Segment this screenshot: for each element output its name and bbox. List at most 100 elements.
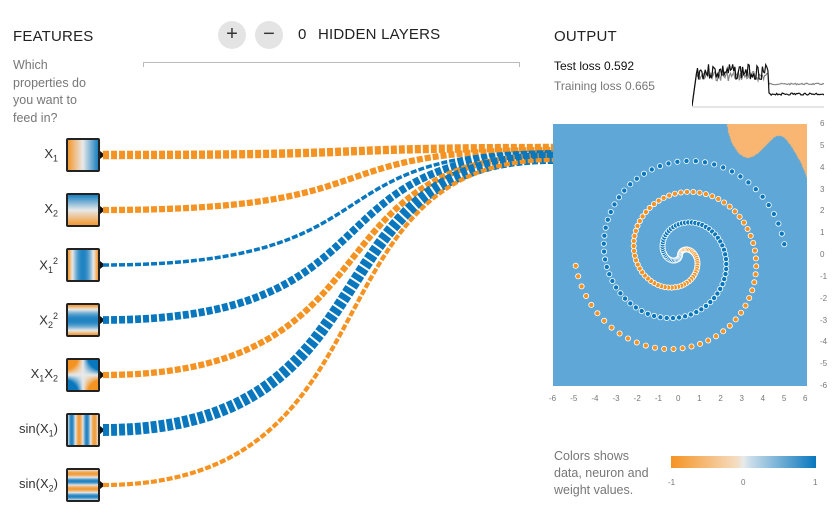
features-title: FEATURES xyxy=(13,28,94,45)
y-tick-label: 4 xyxy=(820,162,825,172)
feature-label-sinx1: sin(X1) xyxy=(0,421,58,439)
legend-line: weight values. xyxy=(554,483,634,497)
output-title: OUTPUT xyxy=(554,28,617,45)
loss-sparkline xyxy=(692,62,824,108)
weight-link-x2sq[interactable] xyxy=(102,150,554,324)
feature-label-sup: 2 xyxy=(52,256,58,266)
weight-link-x1x2[interactable] xyxy=(102,152,554,379)
x-tick-label: 1 xyxy=(697,394,702,403)
feature-label-base: X xyxy=(39,312,48,328)
output-arrow-icon xyxy=(100,316,105,324)
feature-label-sub: 1 xyxy=(48,428,54,439)
y-tick-label: 2 xyxy=(820,206,825,216)
y-tick-label: -3 xyxy=(820,315,828,325)
feature-label-sub: 2 xyxy=(48,483,54,494)
features-question: Which properties do you want to feed in? xyxy=(13,57,86,127)
hidden-layers-label: HIDDEN LAYERS xyxy=(318,26,441,43)
output-heatmap[interactable] xyxy=(553,124,807,386)
weight-link-x1[interactable] xyxy=(102,143,554,160)
weight-link-sinx1[interactable] xyxy=(102,152,554,436)
feature-label-sub: 2 xyxy=(47,319,53,330)
x-tick-label: 4 xyxy=(760,394,766,403)
feature-label-x1sq: X12 xyxy=(0,256,58,275)
feature-label-base: X xyxy=(30,366,40,381)
layer-bracket xyxy=(143,62,520,67)
x-tick-label: 2 xyxy=(718,394,723,403)
training-loss-value: 0.665 xyxy=(624,79,655,93)
y-tick-label: 3 xyxy=(820,184,825,194)
feature-label-tail: ) xyxy=(53,476,58,491)
x-tick-label: -6 xyxy=(549,394,557,403)
color-scale-bar xyxy=(671,456,816,468)
output-arrow-icon xyxy=(100,371,105,379)
feature-toggle-x1sq[interactable] xyxy=(66,248,100,282)
output-arrow-icon xyxy=(100,261,105,269)
x-tick-label: 5 xyxy=(781,394,787,403)
feature-toggle-x1[interactable] xyxy=(66,138,100,172)
training-loss: Training loss 0.665 xyxy=(554,79,655,93)
y-tick-label: -6 xyxy=(820,381,828,390)
feature-label-tail: ) xyxy=(53,421,58,436)
loss-series xyxy=(692,62,824,107)
x-tick-label: 3 xyxy=(739,394,744,403)
y-tick-label: 0 xyxy=(820,250,825,259)
y-tick-label: -5 xyxy=(820,359,828,369)
x-tick-label: -3 xyxy=(612,394,620,403)
x-tick-label: -4 xyxy=(591,394,599,403)
feature-label-sub: 1 xyxy=(52,153,58,164)
add-layer-button[interactable]: + xyxy=(218,21,246,49)
feature-toggle-sinx1[interactable] xyxy=(66,413,100,447)
feature-label-base: sin(X xyxy=(19,421,49,436)
y-tick-label: 1 xyxy=(820,228,825,238)
x-tick-label: -2 xyxy=(633,394,641,403)
weight-link-x1sq[interactable] xyxy=(102,150,554,267)
feature-toggle-x1x2[interactable] xyxy=(66,358,100,392)
feature-label-sinx2: sin(X2) xyxy=(0,476,58,494)
feature-label-x2sq: X22 xyxy=(0,311,58,330)
output-arrow-icon xyxy=(100,426,105,434)
weight-link-x2[interactable] xyxy=(102,146,554,214)
y-tick-label: 5 xyxy=(820,140,825,150)
scale-max: 1 xyxy=(813,478,818,487)
feature-toggle-x2[interactable] xyxy=(66,193,100,227)
x-tick-label: 6 xyxy=(803,394,808,403)
question-line: properties do xyxy=(13,75,86,90)
feature-label-x1x2: X1X2 xyxy=(0,366,58,384)
color-legend-text: Colors shows data, neuron and weight val… xyxy=(554,448,649,499)
loss-series xyxy=(692,69,824,107)
x-tick-label: -5 xyxy=(570,394,578,403)
test-loss-value: 0.592 xyxy=(604,59,635,73)
weight-link-sinx2[interactable] xyxy=(102,157,554,488)
question-line: you want to xyxy=(13,93,77,107)
y-tick-label: 6 xyxy=(820,119,825,128)
x-tick-label: -1 xyxy=(654,394,662,403)
feature-toggle-x2sq[interactable] xyxy=(66,303,100,337)
feature-label-sub2: 2 xyxy=(52,373,58,384)
feature-label-base: sin(X xyxy=(19,476,49,491)
output-arrow-icon xyxy=(100,206,105,214)
feature-label-sub: 2 xyxy=(52,208,58,219)
y-tick-label: -4 xyxy=(820,337,828,347)
feature-label-x1: X1 xyxy=(0,146,58,164)
question-line: Which xyxy=(13,58,48,72)
feature-label-sup: 2 xyxy=(52,311,58,321)
feature-label-base: X xyxy=(44,146,53,161)
question-line: feed in? xyxy=(13,110,58,125)
scale-mid: 0 xyxy=(741,478,746,487)
hidden-layer-count: 0 xyxy=(298,26,307,43)
legend-line: Colors shows xyxy=(554,449,630,463)
feature-toggle-sinx2[interactable] xyxy=(66,468,100,502)
output-arrow-icon xyxy=(100,481,105,489)
feature-label-sub: 1 xyxy=(47,264,53,275)
feature-label-base2: X xyxy=(44,366,53,381)
test-loss-label: Test loss xyxy=(554,59,601,73)
remove-layer-button[interactable]: − xyxy=(255,21,283,49)
y-tick-label: -2 xyxy=(820,293,828,303)
legend-line: data, neuron and xyxy=(554,466,649,480)
feature-label-base: X xyxy=(44,201,53,216)
training-loss-label: Training loss xyxy=(554,79,622,93)
output-arrow-icon xyxy=(100,151,105,159)
feature-label-sub: 1 xyxy=(39,373,45,384)
x-tick-label: 0 xyxy=(676,394,681,403)
test-loss: Test loss 0.592 xyxy=(554,59,634,73)
